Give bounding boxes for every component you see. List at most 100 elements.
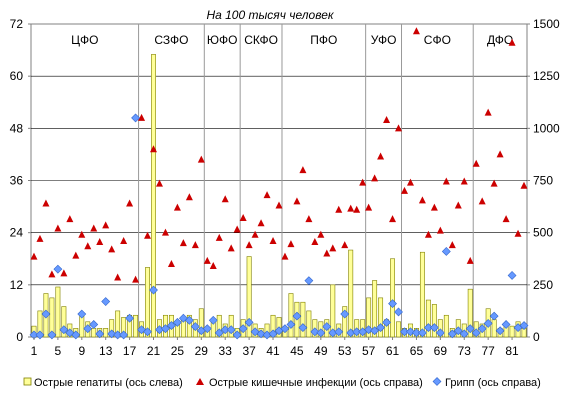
diamond-point [83,324,93,334]
triangle-point [72,251,80,259]
triangle-series [30,27,528,283]
region-label: СКФО [244,33,278,47]
triangle-point [179,239,187,247]
legend-marker-flu [432,377,442,386]
diamond-point [429,323,439,333]
triangle-point [233,225,241,233]
triangle-point [126,199,134,207]
triangle-point [78,230,86,238]
triangle-point [269,237,277,245]
x-tick-label: 41 [266,344,280,358]
triangle-point [299,166,307,174]
legend: Острые гепатиты (ось слева) Острые кишеч… [23,377,541,389]
triangle-point [185,193,193,201]
triangle-point [251,230,259,238]
diamond-point [292,311,302,321]
triangle-point [263,191,271,199]
diamond-point [453,326,463,336]
diamond-point [495,326,505,336]
triangle-point [406,178,414,186]
diamond-point [489,311,499,321]
triangle-point [478,197,486,205]
bar [79,314,85,338]
diamond-point [406,327,415,337]
bar [509,325,515,338]
triangle-point [30,252,38,260]
y-left-tick-label: 36 [10,174,24,188]
bar [467,288,473,338]
triangle-point [60,269,68,277]
diamond-point [161,324,170,334]
triangle-point [347,204,355,212]
triangle-point [36,234,44,242]
triangle-point [287,240,295,248]
triangle-point [227,244,235,252]
diamond-point [394,307,403,317]
diamond-point [471,328,481,338]
diamond-point [149,285,158,295]
bar [491,319,497,338]
diamond-point [423,323,433,333]
triangle-point [502,215,510,223]
bar [55,286,61,338]
x-tick-label: 25 [171,344,185,358]
x-tick-label: 49 [314,344,328,358]
region-labels: ЦФО СЗФО ЮФО СКФО ПФО УФО СФО ДФО [71,33,513,47]
triangle-point [120,237,128,245]
y-right-tick-label: 1250 [533,69,560,83]
triangle-point [138,113,146,121]
bar [372,280,378,338]
triangle-point [472,159,480,167]
x-tick-label: 17 [123,344,137,358]
triangle-point [359,178,367,186]
x-tick-label: 33 [219,344,233,358]
gridlines [31,75,527,286]
y-axis-left: 0 12 24 36 48 60 72 [10,17,31,344]
triangle-point [400,186,408,194]
x-tick-label: 9 [78,344,85,358]
triangle-point [442,177,450,185]
triangle-point [155,179,163,187]
bar [300,301,306,338]
bar [151,54,156,338]
diamond-point [167,321,176,330]
bar [61,306,67,338]
diamond-point [143,327,152,337]
triangle-point [353,205,361,213]
triangle-point [239,214,247,222]
diamond-point [280,324,290,334]
region-label: СФО [424,33,451,47]
diamond-point [507,271,517,280]
triangle-point [215,233,223,241]
triangle-point [490,179,498,187]
bar [103,328,109,338]
triangle-point [484,108,492,116]
y-right-tick-label: 500 [533,226,553,240]
triangle-point [424,230,432,238]
triangle-point [395,124,403,132]
triangle-point [323,249,331,257]
diamond-point [35,330,45,340]
diamond-point [417,328,427,338]
triangle-point [144,231,152,239]
x-tick-label: 77 [481,344,495,358]
triangle-point [114,273,122,281]
triangle-point [317,230,325,238]
triangle-point [245,241,253,249]
diamond-point [208,315,218,325]
region-label: ЦФО [71,33,98,47]
x-tick-label: 69 [434,344,448,358]
triangle-point [412,27,420,35]
x-tick-label: 5 [55,344,62,358]
bar [288,293,294,338]
region-label: СЗФО [154,33,188,47]
triangle-point [341,241,349,249]
triangle-point [150,145,158,153]
diamond-point [483,319,493,328]
diamond-point [310,327,320,337]
diamond-point [125,313,135,323]
y-right-tick-label: 1500 [533,17,560,31]
x-tick-label: 37 [242,344,256,358]
bar [91,328,97,338]
triangle-point [454,201,462,209]
